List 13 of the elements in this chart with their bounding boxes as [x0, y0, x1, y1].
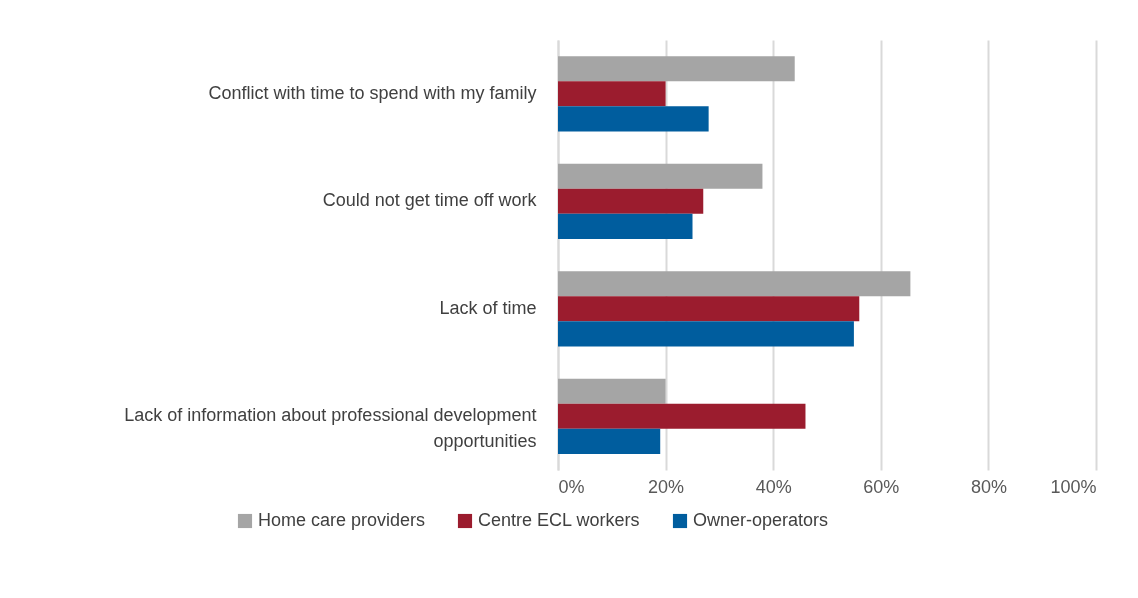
legend-label: Home care providers [258, 510, 426, 530]
y-tick-label: Conflict with time to spend with my family [208, 82, 537, 103]
legend-label: Centre ECL workers [478, 510, 640, 530]
x-tick-label: 20% [648, 476, 685, 497]
legend-label: Owner-operators [693, 510, 829, 530]
x-tick-label: 100% [1050, 476, 1097, 497]
x-tick-label: 60% [863, 476, 900, 497]
y-tick-label: Could not get time off work [322, 190, 538, 211]
y-tick-label: Lack of time [439, 297, 537, 318]
y-tick-label: Lack of information about professional development opportunities [124, 405, 537, 452]
x-tick-label: 40% [755, 476, 792, 497]
x-tick-label: 80% [970, 476, 1007, 497]
x-tick-label: 0% [558, 476, 585, 497]
